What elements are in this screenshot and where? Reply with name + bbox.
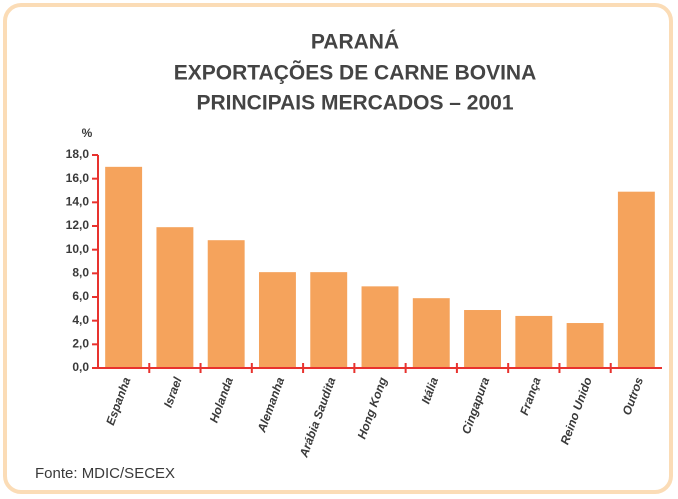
chart-title: PARANÁ <box>311 31 399 54</box>
bar <box>515 315 553 368</box>
y-tick-label: 4,0 <box>72 313 89 327</box>
bar <box>464 310 502 368</box>
y-tick-label: 14,0 <box>66 195 90 209</box>
source: Fonte: MDIC/SECEX <box>35 465 175 482</box>
y-tick-label: 6,0 <box>72 289 89 303</box>
y-tick-label: 0,0 <box>72 360 89 374</box>
frame <box>3 3 673 494</box>
y-axis-label: % <box>82 126 93 140</box>
bar <box>310 272 348 368</box>
y-tick-label: 10,0 <box>66 242 90 256</box>
y-tick-label: 18,0 <box>66 147 90 161</box>
y-tick-label: 12,0 <box>66 218 90 232</box>
y-tick-label: 8,0 <box>72 266 89 280</box>
bar <box>207 240 245 368</box>
y-tick-label: 16,0 <box>66 171 90 185</box>
bar <box>156 227 194 368</box>
bar <box>258 272 296 368</box>
chart-title: PRINCIPAIS MERCADOS – 2001 <box>196 92 513 115</box>
chart-title: EXPORTAÇÕES DE CARNE BOVINA <box>174 61 537 85</box>
bar <box>566 323 604 368</box>
bar <box>412 298 450 368</box>
bar <box>617 191 655 368</box>
y-tick-label: 2,0 <box>72 337 89 351</box>
bar <box>361 286 399 368</box>
bar <box>105 166 143 368</box>
